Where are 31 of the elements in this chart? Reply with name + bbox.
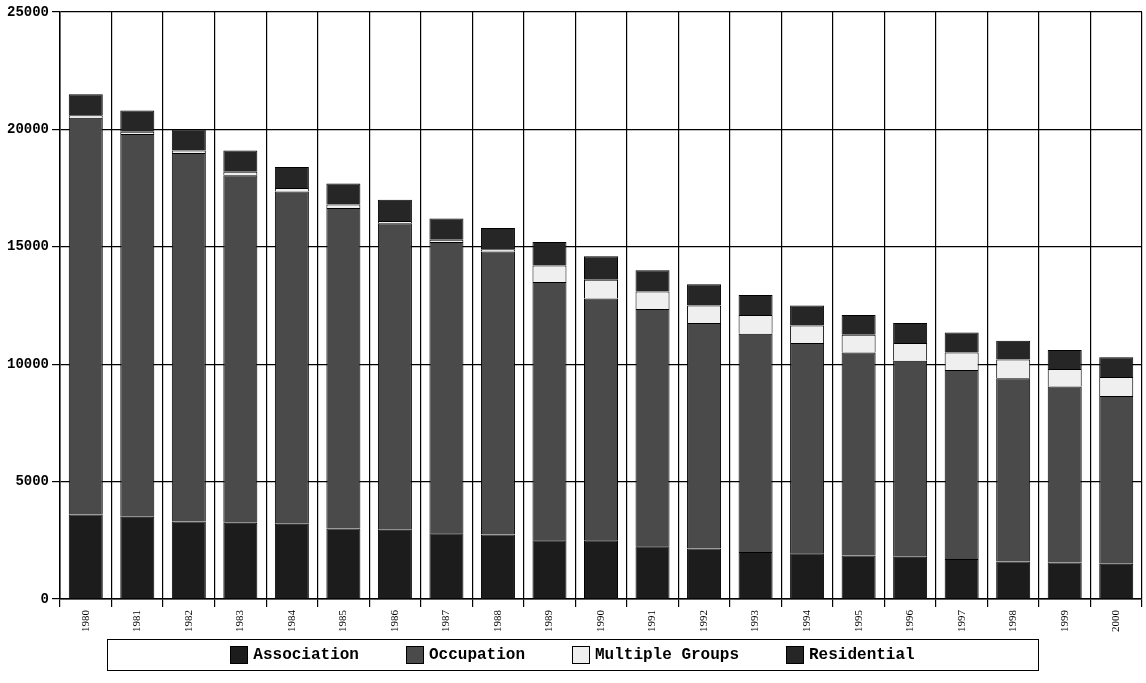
- y-tick-label: 5000: [15, 473, 50, 490]
- y-tick-label: 20000: [6, 120, 50, 137]
- x-tick-label: 1999: [1057, 609, 1070, 632]
- x-tick-label: 1987: [439, 609, 452, 632]
- x-tick-label: 1980: [78, 609, 91, 632]
- x-tick-label: 1989: [542, 609, 555, 632]
- x-tick-label: 1981: [130, 610, 143, 632]
- x-tick-label: 1995: [851, 609, 864, 632]
- y-tick-label: 10000: [6, 355, 50, 372]
- x-tick-label: 1982: [181, 610, 194, 632]
- x-tick-label: 1986: [387, 609, 400, 632]
- legend-label: Occupation: [428, 646, 525, 664]
- y-tick-label: 0: [40, 590, 50, 607]
- legend-label: Residential: [809, 646, 915, 664]
- x-tick-label: 1983: [233, 609, 246, 632]
- x-tick-label: 1994: [799, 609, 812, 632]
- x-tick-label: 1996: [903, 609, 916, 632]
- x-tick-label: 1998: [1006, 609, 1019, 632]
- x-tick-label: 1991: [645, 610, 658, 632]
- legend-label: Multiple Groups: [594, 646, 740, 664]
- x-tick-label: 1993: [748, 609, 761, 632]
- x-tick-label: 1992: [696, 610, 709, 632]
- legend-label: Association: [253, 646, 359, 664]
- y-tick-label: 25000: [6, 3, 50, 20]
- x-tick-label: 2000: [1109, 609, 1122, 632]
- x-tick-label: 1988: [490, 609, 503, 632]
- x-tick-label: 1990: [593, 609, 606, 632]
- x-tick-label: 1997: [954, 609, 967, 632]
- x-tick-label: 1985: [336, 609, 349, 632]
- y-tick-label: 15000: [6, 238, 50, 255]
- x-tick-label: 1984: [284, 609, 297, 632]
